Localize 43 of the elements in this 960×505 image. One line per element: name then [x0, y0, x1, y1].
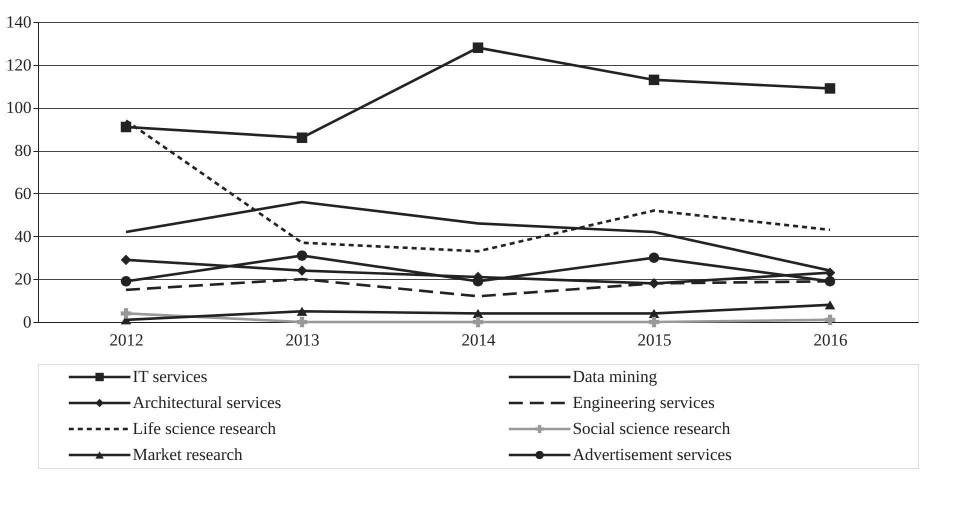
- point: [824, 83, 836, 94]
- point: [648, 74, 660, 86]
- legend-label: IT services: [132, 367, 208, 386]
- legend-label: Engineering services: [572, 393, 715, 412]
- point: [824, 276, 836, 287]
- x-tick-label: 2016: [814, 330, 848, 350]
- point: [472, 316, 484, 328]
- y-tick-label: 80: [14, 141, 32, 160]
- legend-label: Data mining: [572, 367, 658, 386]
- legend-label: Architectural services: [132, 393, 282, 412]
- legend-label: Market research: [132, 445, 244, 464]
- legend-label: Social science research: [572, 419, 731, 438]
- point: [120, 308, 132, 319]
- x-tick-label: 2012: [110, 330, 144, 350]
- y-tick-label: 0: [23, 312, 32, 332]
- point: [120, 276, 132, 287]
- point: [824, 300, 836, 310]
- point: [824, 267, 836, 278]
- point: [472, 308, 484, 318]
- point: [120, 122, 132, 132]
- y-tick-label: 20: [14, 270, 32, 289]
- x-tick-label: 2015: [638, 330, 672, 350]
- point: [824, 314, 836, 326]
- point: [472, 42, 484, 53]
- x-tick-label: 2014: [462, 330, 496, 350]
- y-tick-label: 140: [6, 12, 32, 32]
- point: [296, 265, 308, 276]
- point: [296, 316, 308, 328]
- y-tick-label: 120: [6, 55, 32, 74]
- point: [296, 132, 308, 143]
- y-tick-label: 60: [14, 184, 32, 203]
- y-tick-label: 40: [14, 226, 32, 246]
- legend-label: Life science research: [132, 419, 277, 438]
- point: [648, 252, 660, 263]
- point: [648, 316, 660, 328]
- point: [648, 278, 660, 289]
- legend-label: Advertisement services: [572, 445, 732, 464]
- point: [120, 254, 132, 266]
- point: [296, 306, 308, 316]
- point: [648, 308, 660, 318]
- y-tick-label: 100: [6, 98, 32, 118]
- point: [296, 250, 308, 261]
- x-tick-label: 2013: [286, 330, 320, 350]
